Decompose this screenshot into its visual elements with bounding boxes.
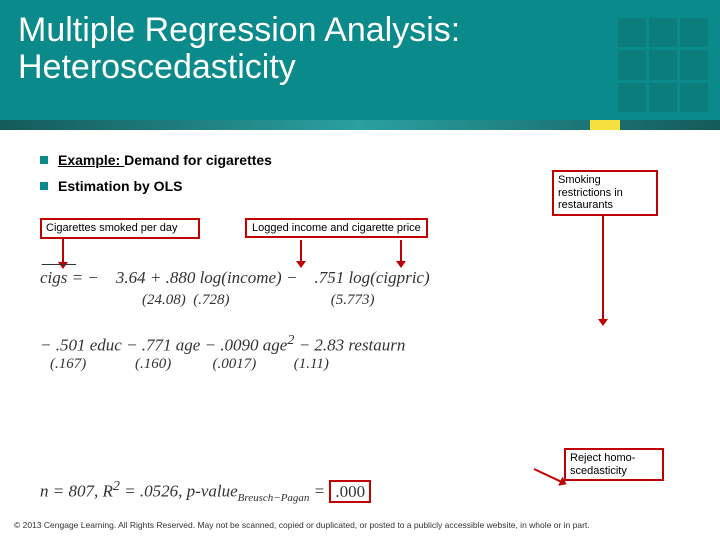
arrow-icon xyxy=(300,240,302,262)
eq-dep-var: cigs xyxy=(40,268,67,287)
equation-line-1: cigs = − 3.64 + .880 log(income) − .751 … xyxy=(40,268,430,288)
arrow-icon xyxy=(400,240,402,262)
arrow-icon xyxy=(62,239,64,263)
copyright-footer: © 2013 Cengage Learning. All Rights Rese… xyxy=(14,520,706,530)
bullet-example-label: Example: xyxy=(58,152,124,168)
bullet-example-text: Demand for cigarettes xyxy=(124,152,272,168)
equation-stats-line: n = 807, R2 = .0526, p-valueBreusch−Paga… xyxy=(40,478,371,504)
header-stripe xyxy=(0,120,720,130)
slide-content: Example: Demand for cigarettes Estimatio… xyxy=(0,130,720,194)
p-value-highlight: .000 xyxy=(329,480,371,503)
annotation-reject-homoscedasticity: Reject homo-scedasticity xyxy=(564,448,664,481)
arrow-icon xyxy=(602,214,604,320)
annotation-smoking-restrictions: Smoking restrictions in restaurants xyxy=(552,170,658,216)
bullet-square-icon xyxy=(40,156,48,164)
bullet-square-icon xyxy=(40,182,48,190)
equation-line-1-se: (24.08) (.728) (5.773) xyxy=(142,292,375,309)
equation-line-2-se: (.167) (.160) (.0017) (1.11) xyxy=(50,356,329,373)
equation-line-2: − .501 educ − .771 age − .0090 age2 − 2.… xyxy=(40,332,405,356)
bullet-text-2: Estimation by OLS xyxy=(58,178,182,194)
slide-header: Multiple Regression Analysis: Heterosced… xyxy=(0,0,720,130)
arrow-icon xyxy=(534,468,562,482)
bullet-text-1: Example: Demand for cigarettes xyxy=(58,152,272,168)
annotation-cigarettes-per-day: Cigarettes smoked per day xyxy=(40,218,200,239)
slide-title-line1: Multiple Regression Analysis: xyxy=(18,12,720,49)
slide-title-line2: Heteroscedasticity xyxy=(18,49,720,86)
bullet-row-1: Example: Demand for cigarettes xyxy=(40,152,696,168)
annotation-logged-income: Logged income and cigarette price xyxy=(245,218,428,238)
